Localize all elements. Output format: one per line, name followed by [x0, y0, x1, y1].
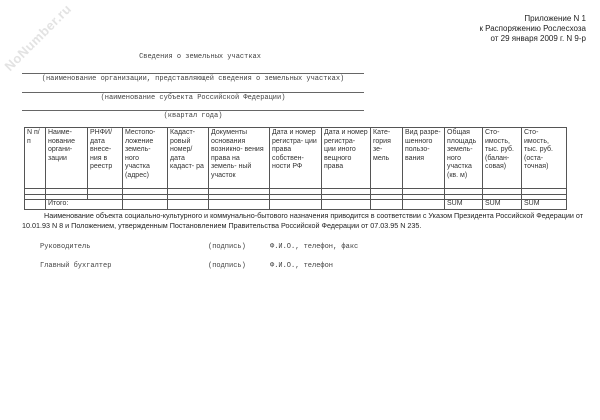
note-paragraph: Наименование объекта социально-культурно…: [22, 211, 584, 230]
signature-role: Главный бухгалтер: [40, 262, 112, 270]
header-cell: Сто- имость, тыс. руб. (оста- точная): [521, 127, 567, 189]
signature-info: Ф.И.О., телефон: [270, 262, 334, 270]
caption-region: (наименование субъекта Российской Федера…: [100, 94, 286, 102]
appendix-header: Приложение N 1 к Распоряжению Рослесхоза…: [479, 14, 586, 44]
header-cell: Кадаст- ровый номер/ дата кадаст- ра: [167, 127, 209, 189]
caption-quarter: (квартал года): [163, 112, 223, 120]
appendix-line: Приложение N 1: [524, 14, 586, 23]
appendix-line: от 29 января 2009 г. N 9-р: [490, 34, 586, 43]
header-cell: Дата и номер регистра- ции права собстве…: [269, 127, 322, 189]
total-area: SUM: [444, 199, 483, 210]
signature-info: Ф.И.О., телефон, факс: [270, 243, 359, 251]
header-cell: Документы основания возникно- вения прав…: [208, 127, 270, 189]
header-cell: Сто- имость, тыс. руб. (балан- совая): [482, 127, 522, 189]
header-cell: Наиме- нование органи- зации: [45, 127, 88, 189]
appendix-line: к Распоряжению Рослесхоза: [479, 24, 586, 33]
caption-organization: (наименование организации, представляюще…: [41, 75, 345, 83]
fill-line: [22, 110, 364, 111]
header-cell: Общая площадь земель- ного участка (кв. …: [444, 127, 483, 189]
fill-line: [22, 73, 364, 74]
cell: [122, 199, 168, 210]
total-row: Итого: SUM SUM SUM: [24, 199, 567, 210]
header-cell: Вид разре- шенного пользо- вания: [402, 127, 445, 189]
cell: [24, 199, 46, 210]
header-cell: Кате- гория зе- мель: [370, 127, 403, 189]
land-plots-table: N п/п Наиме- нование органи- зации РНФИ/…: [24, 127, 567, 210]
total-residual-value: SUM: [521, 199, 567, 210]
cell: [402, 199, 445, 210]
watermark: NoNumber.ru: [1, 1, 75, 74]
header-cell: Местопо- ложение земель- ного участка (а…: [122, 127, 168, 189]
total-label: Итого:: [45, 199, 123, 210]
header-cell: РНФИ/ дата внесе- ния в реестр: [87, 127, 123, 189]
document-title: Сведения о земельных участках: [139, 53, 261, 61]
signature-sign: (подпись): [208, 262, 246, 270]
header-row: N п/п Наиме- нование органи- зации РНФИ/…: [24, 127, 567, 189]
cell: [208, 199, 270, 210]
header-cell: N п/п: [24, 127, 46, 189]
cell: [321, 199, 371, 210]
signature-role: Руководитель: [40, 243, 91, 251]
cell: [167, 199, 209, 210]
total-book-value: SUM: [482, 199, 522, 210]
signature-sign: (подпись): [208, 243, 246, 251]
header-cell: Дата и номер регистра- ции иного вещного…: [321, 127, 371, 189]
cell: [269, 199, 322, 210]
fill-line: [22, 92, 364, 93]
cell: [370, 199, 403, 210]
